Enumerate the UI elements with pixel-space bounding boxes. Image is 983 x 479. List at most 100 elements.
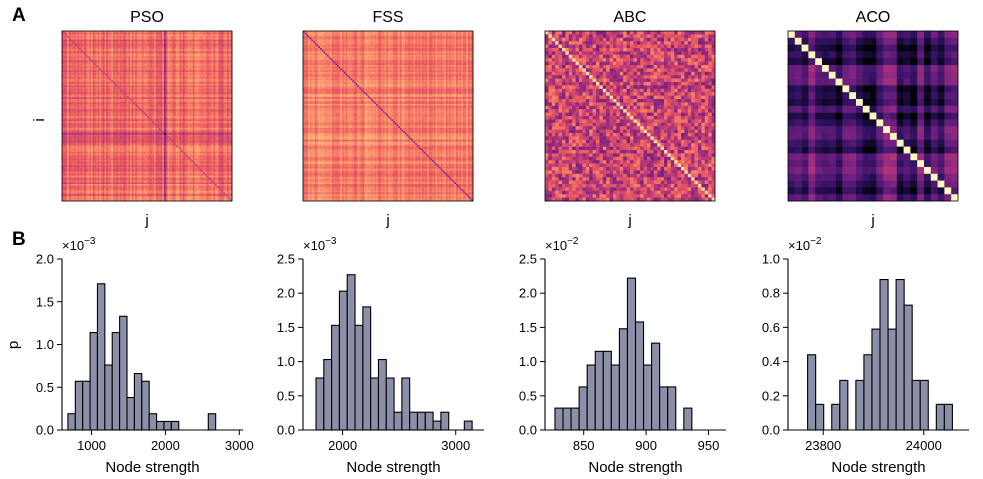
heatmap-cell (209, 53, 212, 56)
heatmap-cell (164, 92, 166, 95)
heatmap-cell (131, 83, 134, 86)
heatmap-cell (102, 90, 105, 93)
heatmap-cell (191, 32, 194, 35)
heatmap-cell (230, 66, 233, 69)
heatmap-cell (121, 83, 124, 86)
heatmap-cell (225, 78, 228, 81)
heatmap-cell (99, 90, 102, 93)
heatmap-cell (208, 61, 211, 64)
heatmap-cell (179, 92, 182, 95)
heatmap-cell (113, 99, 115, 101)
heatmap-cell (204, 70, 207, 73)
heatmap-cell (67, 49, 70, 52)
heatmap-cell (90, 56, 93, 59)
heatmap-cell (111, 75, 114, 78)
heatmap-cell (191, 73, 194, 76)
heatmap-cell (62, 92, 64, 95)
heatmap-cell (128, 93, 131, 96)
heatmap-cell (194, 46, 197, 49)
heatmap-cell (90, 83, 93, 86)
heatmap-cell (165, 97, 168, 100)
heatmap-cell (213, 75, 216, 78)
heatmap-cell (170, 80, 173, 83)
heatmap-cell (199, 93, 202, 96)
heatmap-cell (147, 41, 149, 44)
heatmap-cell (167, 90, 170, 93)
heatmap-cell (186, 32, 189, 35)
heatmap-cell (211, 54, 214, 57)
heatmap-cell (145, 41, 148, 44)
heatmap-cell (111, 41, 114, 44)
heatmap-cell (97, 63, 100, 66)
heatmap-cell (187, 42, 190, 45)
heatmap-cell (198, 51, 200, 54)
heatmap-cell (80, 71, 83, 74)
heatmap-cell (70, 32, 73, 35)
heatmap-cell (116, 59, 119, 62)
heatmap-cell (201, 41, 204, 44)
heatmap-cell (80, 44, 83, 47)
heatmap-cell (160, 88, 163, 91)
heatmap-cell (62, 100, 64, 103)
heatmap-cell (181, 80, 183, 83)
heatmap-cell (220, 90, 223, 93)
heatmap-cell (109, 51, 112, 54)
heatmap-cell (150, 48, 153, 50)
heatmap-cell (63, 97, 66, 100)
heatmap-cell (123, 39, 126, 42)
heatmap-cell (87, 58, 90, 61)
heatmap-cell (97, 48, 100, 50)
heatmap-cell (184, 92, 187, 95)
heatmap-cell (179, 82, 182, 84)
heatmap-cell (167, 87, 170, 90)
heatmap-cell (164, 51, 166, 54)
heatmap-cell (68, 83, 71, 86)
heatmap-cell (155, 66, 158, 69)
heatmap-cell (131, 70, 134, 73)
heatmap-cell (184, 53, 187, 56)
heatmap-cell (140, 51, 143, 54)
heatmap-cell (79, 49, 81, 52)
heatmap-cell (186, 93, 189, 96)
heatmap-cell (143, 46, 146, 49)
heatmap-cell (89, 93, 92, 96)
heatmap-cell (179, 58, 182, 61)
heatmap-cell (102, 83, 105, 86)
heatmap-cell (230, 61, 233, 64)
heatmap-cell (150, 31, 153, 33)
heatmap-cell (133, 88, 136, 91)
heatmap-cell (106, 49, 109, 52)
heatmap-cell (138, 42, 141, 45)
heatmap-cell (199, 83, 202, 86)
heatmap-cell (198, 61, 200, 64)
heatmap-cell (145, 51, 148, 54)
heatmap-cell (82, 66, 85, 69)
heatmap-cell (182, 48, 185, 50)
heatmap-cell (191, 59, 194, 62)
heatmap-cell (116, 58, 119, 61)
heatmap-cell (126, 100, 129, 103)
heatmap-cell (165, 76, 168, 79)
heatmap-cell (228, 70, 231, 73)
heatmap-cell (116, 49, 119, 52)
heatmap-cell (85, 46, 88, 49)
heatmap-cell (215, 83, 217, 86)
heatmap-cell (102, 92, 105, 95)
heatmap-cell (106, 88, 109, 91)
heatmap-cell (96, 31, 98, 33)
heatmap-cell (85, 82, 88, 84)
heatmap-cell (213, 61, 216, 64)
heatmap-cell (230, 37, 233, 40)
heatmap-cell (97, 59, 100, 62)
heatmap-cell (165, 70, 168, 73)
heatmap-cell (141, 63, 144, 66)
heatmap-cell (77, 75, 80, 78)
heatmap-cell (68, 87, 71, 90)
heatmap-cell (198, 39, 200, 42)
heatmap-cell (186, 97, 189, 100)
heatmap-cell (198, 83, 200, 86)
heatmap-cell (203, 88, 206, 91)
heatmap-cell (106, 63, 109, 66)
heatmap-cell (124, 61, 127, 64)
